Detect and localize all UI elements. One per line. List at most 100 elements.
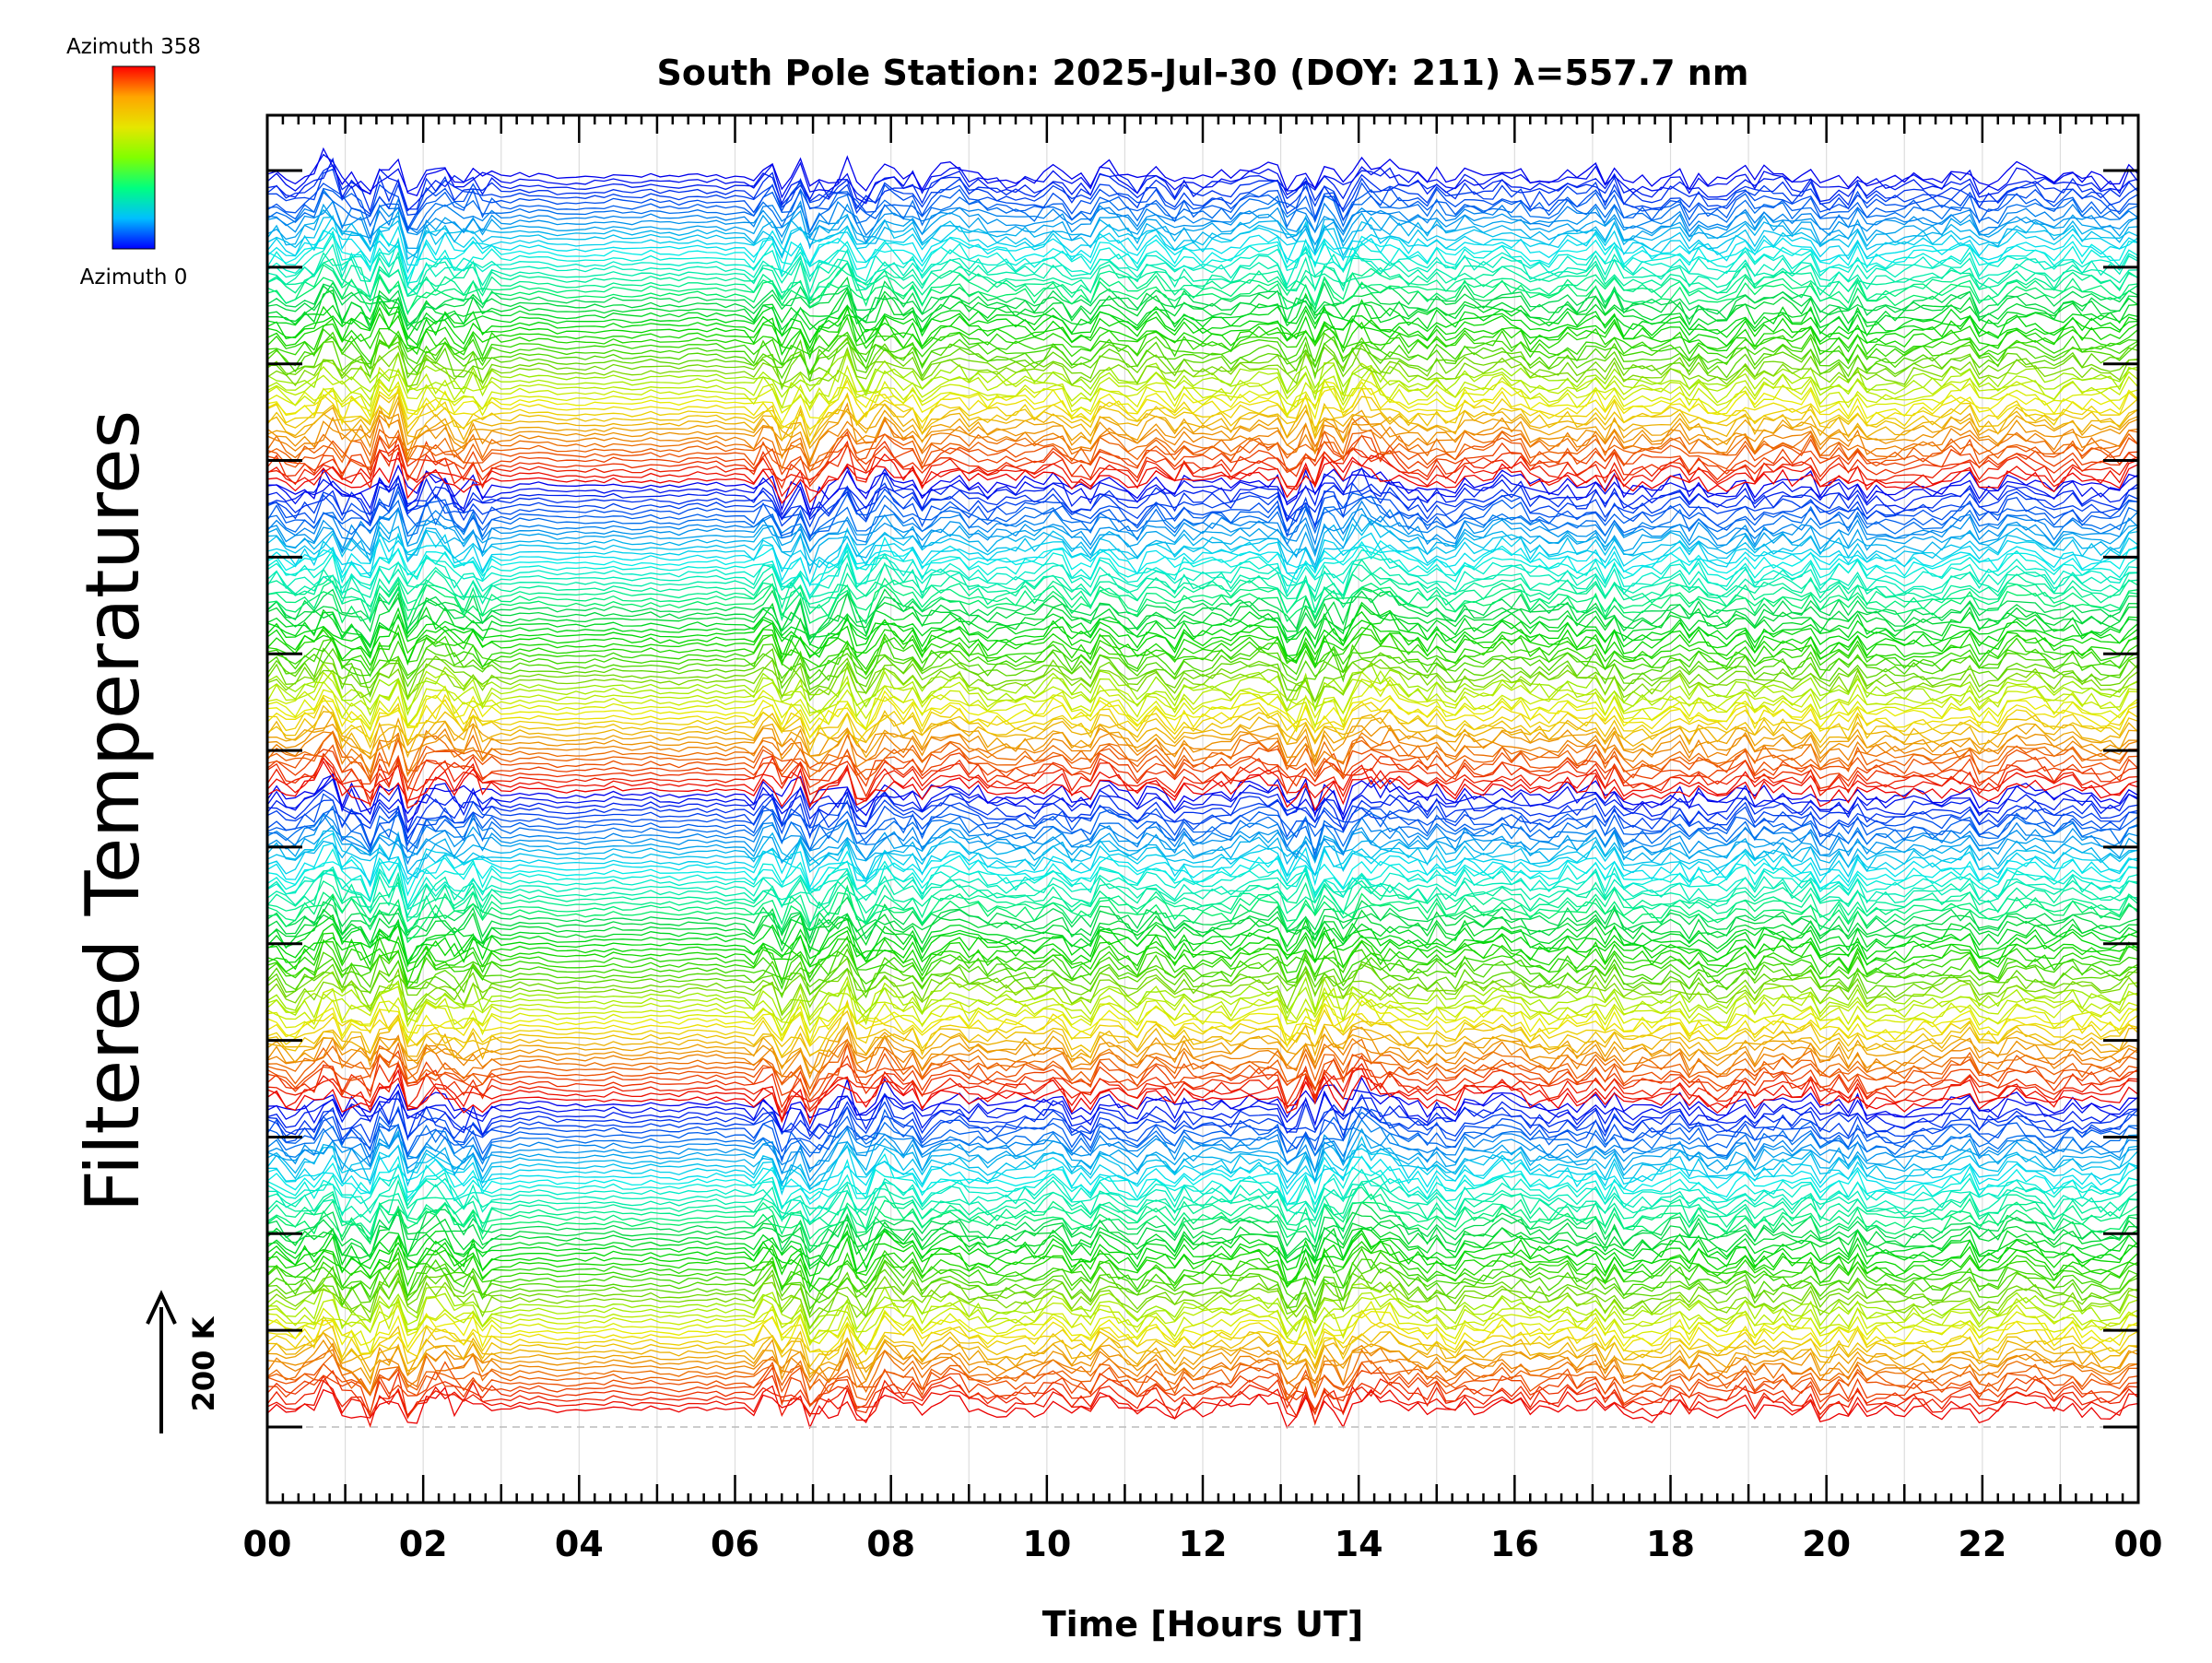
series-line (267, 1201, 2138, 1253)
series-line (267, 670, 2138, 718)
series-line (267, 164, 2138, 214)
series-line (267, 188, 2138, 240)
series-line (267, 1298, 2138, 1347)
series-line (267, 683, 2138, 732)
series-line (267, 1136, 2138, 1190)
series-line (267, 485, 2138, 540)
series-line (267, 260, 2138, 301)
series-line (267, 1325, 2138, 1369)
series-line (267, 752, 2138, 805)
series-line (267, 416, 2138, 474)
series-line (267, 1280, 2138, 1336)
series-line (267, 440, 2138, 489)
series-line (267, 585, 2138, 641)
x-tick-label: 10 (1022, 1524, 1071, 1564)
series-line (267, 1092, 2138, 1138)
series-line (267, 157, 2138, 212)
series-line (267, 993, 2138, 1044)
x-tick-label: 18 (1646, 1524, 1695, 1564)
series-line (267, 350, 2138, 395)
series-line (267, 1129, 2138, 1188)
series-line (267, 929, 2138, 973)
series-line (267, 330, 2138, 374)
series-line (267, 867, 2138, 918)
series-line (267, 985, 2138, 1032)
series-line (267, 1209, 2138, 1268)
series-line (267, 428, 2138, 467)
series-line (267, 153, 2138, 205)
series-line (267, 1101, 2138, 1144)
x-tick-label: 14 (1335, 1524, 1383, 1564)
series-line (267, 506, 2138, 559)
scale-bar-label: 200 K (186, 1315, 221, 1411)
series-line (267, 189, 2138, 234)
series-line (267, 1059, 2138, 1115)
series-line (267, 935, 2138, 987)
series-line (267, 655, 2138, 703)
series-line (267, 730, 2138, 780)
series-line (267, 830, 2138, 881)
series-line (267, 1152, 2138, 1207)
series-line (267, 619, 2138, 669)
series-line (267, 280, 2138, 327)
x-axis-label: Time [Hours UT] (1042, 1604, 1364, 1645)
colorbar-top-label: Azimuth 358 (66, 35, 201, 59)
series-line (267, 572, 2138, 615)
series-line (267, 225, 2138, 267)
series-line (267, 793, 2138, 840)
series-line (267, 561, 2138, 605)
series-line (267, 386, 2138, 438)
series-line (267, 1369, 2138, 1419)
series-line (267, 610, 2138, 657)
series-line (267, 843, 2138, 890)
series-line (267, 693, 2138, 744)
series-line (267, 1038, 2138, 1091)
series-line (267, 586, 2138, 646)
series-line (267, 541, 2138, 597)
series-line (267, 932, 2138, 973)
series-line (267, 1241, 2138, 1293)
series-line (267, 230, 2138, 281)
series-line (267, 251, 2138, 296)
series-line (267, 1247, 2138, 1300)
series-line (267, 999, 2138, 1058)
series-line (267, 723, 2138, 761)
series-line (267, 1386, 2138, 1430)
series-line (267, 1042, 2138, 1103)
series-line (267, 430, 2138, 488)
series-line (267, 402, 2138, 463)
series-line (267, 1180, 2138, 1223)
series-line (267, 296, 2138, 341)
series-line (267, 200, 2138, 246)
series-line (267, 466, 2138, 516)
series-line (267, 793, 2138, 847)
series-line (267, 1105, 2138, 1153)
series-line (267, 832, 2138, 885)
series-line (267, 1374, 2138, 1426)
series-line (267, 1348, 2138, 1397)
colorbar-bottom-label: Azimuth 0 (80, 265, 188, 289)
series-line (267, 760, 2138, 811)
series-line (267, 604, 2138, 658)
series-line (267, 1342, 2138, 1398)
series-line (267, 180, 2138, 230)
series-line (267, 1050, 2138, 1099)
series-line (267, 301, 2138, 347)
scale-bar: 200 K (146, 1290, 221, 1433)
x-axis: 00 02 04 06 08 10 12 14 16 18 20 22 00 (243, 115, 2162, 1564)
series-line (267, 704, 2138, 754)
series-line (267, 349, 2138, 401)
series-line (267, 1227, 2138, 1269)
series-line (267, 1127, 2138, 1174)
series-line (267, 287, 2138, 332)
series-line (267, 961, 2138, 999)
series-line (267, 414, 2138, 466)
series-line (267, 276, 2138, 326)
series-line (267, 1233, 2138, 1290)
series-line (267, 1025, 2138, 1079)
x-tick-label: 22 (1958, 1524, 2006, 1564)
series-line (267, 1009, 2138, 1056)
series-line (267, 824, 2138, 865)
series-line (267, 1154, 2138, 1205)
series-line (267, 1201, 2138, 1254)
